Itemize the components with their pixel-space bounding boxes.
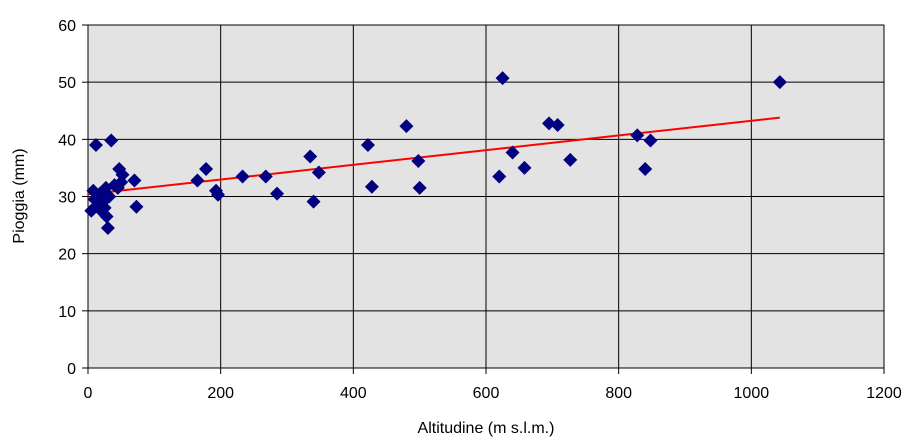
data-point-diamond: [199, 162, 214, 177]
x-tick-label: 400: [340, 385, 367, 402]
y-tick-label: 10: [58, 304, 76, 321]
data-point-diamond: [100, 220, 115, 235]
data-point-diamond: [115, 167, 130, 182]
data-point-diamond: [311, 165, 326, 180]
y-tick-label: 0: [67, 361, 76, 378]
y-tick-label: 40: [58, 132, 76, 149]
x-tick-label: 800: [605, 385, 632, 402]
data-point-diamond: [630, 128, 645, 143]
data-point-diamond: [364, 179, 379, 194]
data-point-diamond: [88, 138, 103, 153]
data-points: [84, 71, 787, 235]
data-point-diamond: [190, 173, 205, 188]
data-point-diamond: [306, 194, 321, 209]
data-point-diamond: [211, 187, 226, 202]
data-point-diamond: [129, 199, 144, 214]
y-tick-label: 60: [58, 18, 76, 35]
data-point-diamond: [114, 175, 129, 190]
x-tick-label: 0: [84, 385, 93, 402]
data-point-diamond: [495, 71, 510, 86]
data-point-diamond: [772, 75, 787, 90]
data-point-diamond: [412, 180, 427, 195]
data-point-diamond: [99, 209, 114, 224]
data-point-diamond: [550, 118, 565, 133]
y-axis-title: Pioggia (mm): [11, 148, 28, 243]
data-point-diamond: [517, 160, 532, 175]
x-tick-label: 600: [473, 385, 500, 402]
data-point-diamond: [303, 149, 318, 164]
x-tick-label: 1200: [866, 385, 902, 402]
x-tick-label: 200: [207, 385, 234, 402]
data-point-diamond: [235, 169, 250, 184]
y-tick-label: 20: [58, 247, 76, 264]
y-tick-label: 30: [58, 190, 76, 207]
data-point-diamond: [411, 154, 426, 169]
x-axis-title: Altitudine (m s.l.m.): [418, 420, 555, 437]
data-point-diamond: [638, 162, 653, 177]
data-point-diamond: [563, 152, 578, 167]
y-tick-label: 50: [58, 75, 76, 92]
data-point-diamond: [399, 119, 414, 134]
data-point-diamond: [270, 186, 285, 201]
data-point-diamond: [360, 138, 375, 153]
data-point-diamond: [104, 133, 119, 148]
data-point-diamond: [102, 189, 117, 204]
data-point-diamond: [258, 169, 273, 184]
data-point-diamond: [492, 169, 507, 184]
data-point-diamond: [643, 133, 658, 148]
data-point-diamond: [505, 145, 520, 160]
data-point-diamond: [127, 173, 142, 188]
grid-lines: [88, 24, 885, 368]
x-tick-label: 1000: [734, 385, 770, 402]
